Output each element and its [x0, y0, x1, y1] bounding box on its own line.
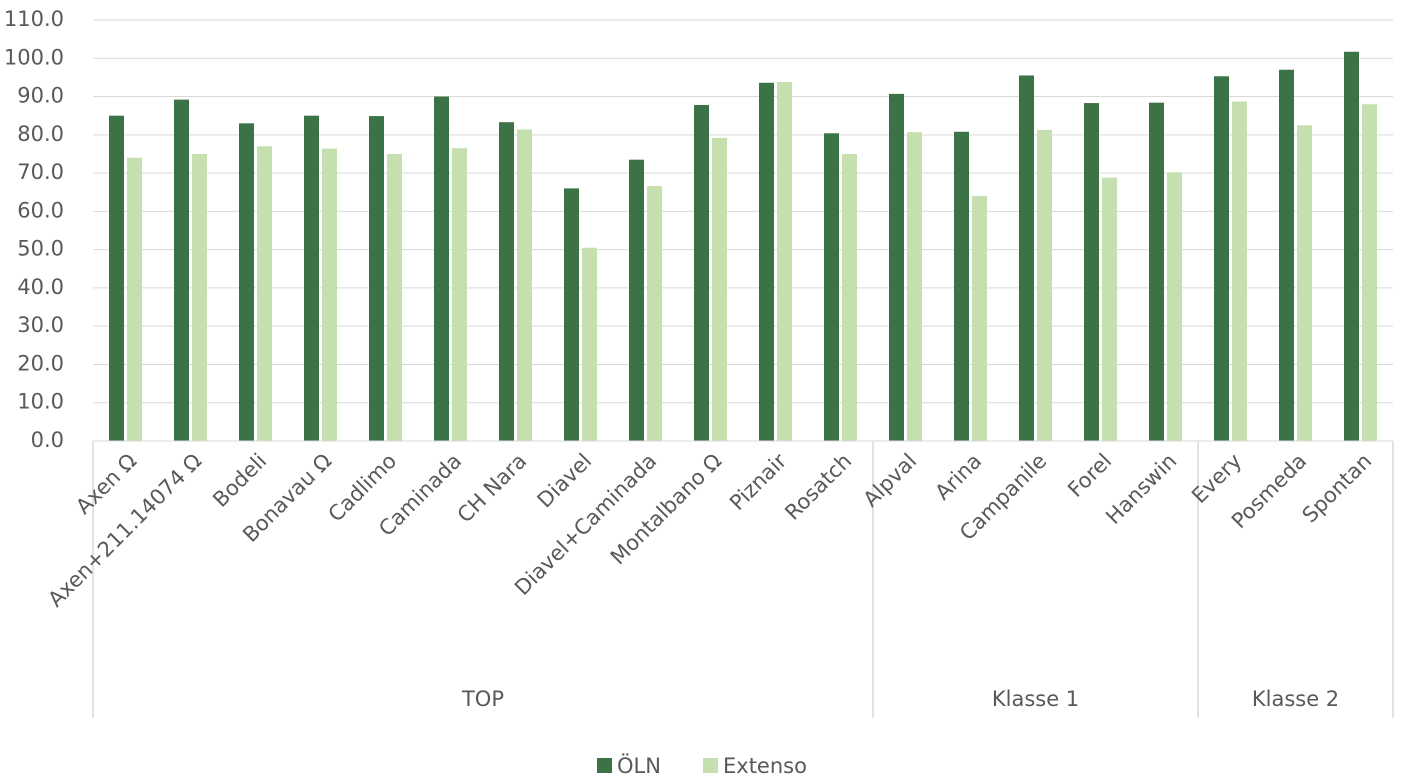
bar	[1362, 104, 1377, 441]
bar	[1019, 75, 1034, 441]
legend-label: ÖLN	[617, 753, 661, 778]
bar	[564, 188, 579, 441]
y-tick-label: 80.0	[17, 122, 64, 146]
bar	[824, 133, 839, 441]
bar	[499, 122, 514, 442]
bar	[322, 148, 337, 441]
group-label: Klasse 2	[1252, 687, 1339, 711]
bar	[1279, 69, 1294, 441]
x-tick-label: Alpval	[859, 449, 922, 512]
group-label: Klasse 1	[992, 687, 1079, 711]
bar	[192, 153, 207, 442]
bar	[842, 153, 857, 442]
bar	[1149, 102, 1164, 441]
x-tick-label: CH Nara	[453, 449, 532, 528]
bar	[582, 247, 597, 441]
y-tick-label: 50.0	[17, 237, 64, 261]
bar	[257, 146, 272, 442]
bar	[434, 96, 449, 441]
bar	[1297, 125, 1312, 441]
bar	[1232, 101, 1247, 442]
bar	[517, 129, 532, 441]
x-tick-label: Spontan	[1298, 449, 1377, 528]
bar	[712, 137, 727, 441]
bar	[109, 115, 124, 441]
bar	[954, 131, 969, 442]
bar	[369, 116, 384, 441]
bar	[239, 123, 254, 441]
legend-swatch	[703, 758, 718, 773]
bar	[694, 104, 709, 441]
x-tick-label: Every	[1187, 449, 1246, 508]
y-tick-label: 60.0	[17, 198, 64, 222]
bar	[889, 93, 904, 441]
bar	[452, 148, 467, 442]
group-label: TOP	[461, 687, 504, 711]
x-tick-label: Diavel	[533, 449, 597, 513]
bar	[759, 82, 774, 441]
bar	[647, 186, 662, 441]
y-tick-label: 70.0	[17, 160, 64, 184]
legend-swatch	[597, 758, 612, 773]
bar	[1102, 177, 1117, 441]
y-tick-label: 40.0	[17, 275, 64, 299]
x-tick-label: Rosatch	[780, 449, 856, 525]
bar	[387, 153, 402, 442]
bar	[1344, 51, 1359, 442]
x-tick-label: Hanswin	[1101, 449, 1181, 529]
bar	[972, 196, 987, 441]
bar	[1037, 129, 1052, 442]
bar	[1214, 76, 1229, 441]
y-tick-label: 110.0	[4, 7, 64, 31]
x-tick-label: Arina	[930, 449, 986, 505]
bar	[174, 99, 189, 441]
y-tick-label: 30.0	[17, 313, 64, 337]
x-tick-label: Piznair	[725, 449, 792, 516]
bar	[127, 157, 142, 442]
y-tick-label: 20.0	[17, 351, 64, 375]
x-tick-label: Montalbano Ω	[606, 449, 726, 569]
bar	[907, 132, 922, 441]
y-tick-label: 100.0	[4, 45, 64, 69]
x-tick-label: Bodeli	[208, 449, 271, 512]
y-tick-label: 0.0	[31, 428, 64, 452]
legend-label: Extenso	[723, 754, 807, 778]
bar	[777, 82, 792, 441]
bar	[1084, 103, 1099, 441]
y-tick-label: 10.0	[17, 390, 64, 414]
bar	[629, 159, 644, 442]
bar	[304, 115, 319, 441]
bar	[1167, 172, 1182, 442]
x-tick-label: Forel	[1063, 449, 1116, 502]
y-tick-label: 90.0	[17, 84, 64, 108]
